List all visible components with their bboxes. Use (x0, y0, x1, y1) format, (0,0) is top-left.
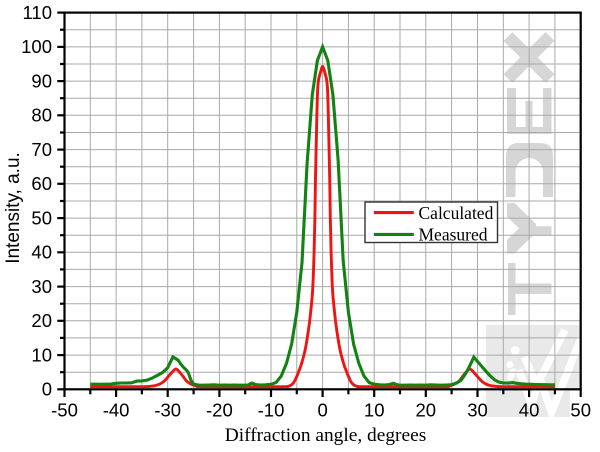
svg-text:-40: -40 (103, 400, 130, 421)
svg-text:10: 10 (31, 344, 52, 365)
svg-text:50: 50 (570, 400, 591, 421)
svg-text:Intensity, a.u.: Intensity, a.u. (3, 152, 24, 264)
svg-text:-30: -30 (154, 400, 181, 421)
svg-text:Measured: Measured (419, 225, 488, 245)
svg-text:50: 50 (31, 207, 52, 228)
svg-text:100: 100 (21, 36, 52, 57)
svg-text:-20: -20 (206, 400, 233, 421)
svg-text:40: 40 (31, 242, 52, 263)
svg-text:-50: -50 (51, 400, 78, 421)
svg-text:20: 20 (416, 400, 437, 421)
svg-text:10: 10 (364, 400, 385, 421)
svg-text:20: 20 (31, 310, 52, 331)
svg-text:70: 70 (31, 139, 52, 160)
svg-text:0: 0 (317, 400, 327, 421)
svg-text:Diffraction angle, degrees: Diffraction angle, degrees (225, 425, 427, 446)
svg-text:Calculated: Calculated (419, 203, 494, 223)
svg-text:80: 80 (31, 105, 52, 126)
svg-text:0: 0 (42, 379, 52, 400)
svg-text:110: 110 (23, 2, 53, 23)
svg-text:40: 40 (519, 400, 540, 421)
svg-text:30: 30 (467, 400, 488, 421)
svg-text:-10: -10 (258, 400, 285, 421)
svg-text:60: 60 (31, 173, 52, 194)
svg-text:30: 30 (31, 276, 52, 297)
svg-text:90: 90 (31, 70, 52, 91)
